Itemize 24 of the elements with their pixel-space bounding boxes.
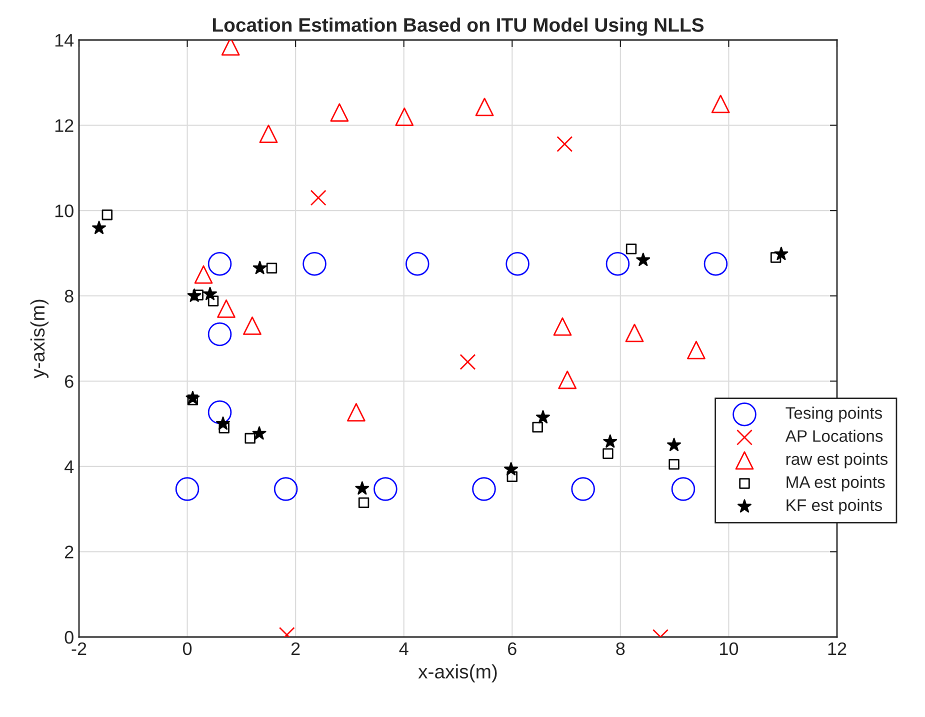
x-tick-label: 6 (508, 642, 516, 656)
x-tick-label: 8 (616, 642, 625, 656)
x-tick-label: 10 (720, 642, 738, 656)
y-tick-label: 12 (55, 119, 74, 132)
x-tick-label: 12 (828, 642, 846, 655)
chart-title: Location Estimation Based on ITU Model Using NLLS (213, 18, 704, 36)
x-tick-label: -2 (72, 642, 86, 655)
y-tick-label: 14 (55, 34, 74, 47)
y-tick-label: 4 (64, 460, 74, 473)
x-tick-label: 0 (182, 642, 192, 656)
y-tick-label: 2 (65, 546, 74, 558)
legend-label: MA est points (786, 476, 885, 492)
x-tick-label: 2 (291, 642, 300, 655)
y-tick-label: 10 (55, 204, 74, 218)
legend-label: raw est points (786, 452, 888, 468)
legend-label: Tesing points (786, 406, 882, 422)
y-tick-label: 6 (65, 375, 74, 388)
legend-label: AP Locations (785, 430, 883, 442)
x-axis-title: x-axis(m) (418, 664, 497, 682)
x-tick-label: 4 (399, 642, 408, 655)
legend-label: KF est points (786, 498, 882, 514)
y-axis-title: y-axis(m) (30, 300, 48, 378)
y-tick-label: 8 (64, 290, 74, 303)
y-tick-label: 0 (64, 630, 74, 644)
